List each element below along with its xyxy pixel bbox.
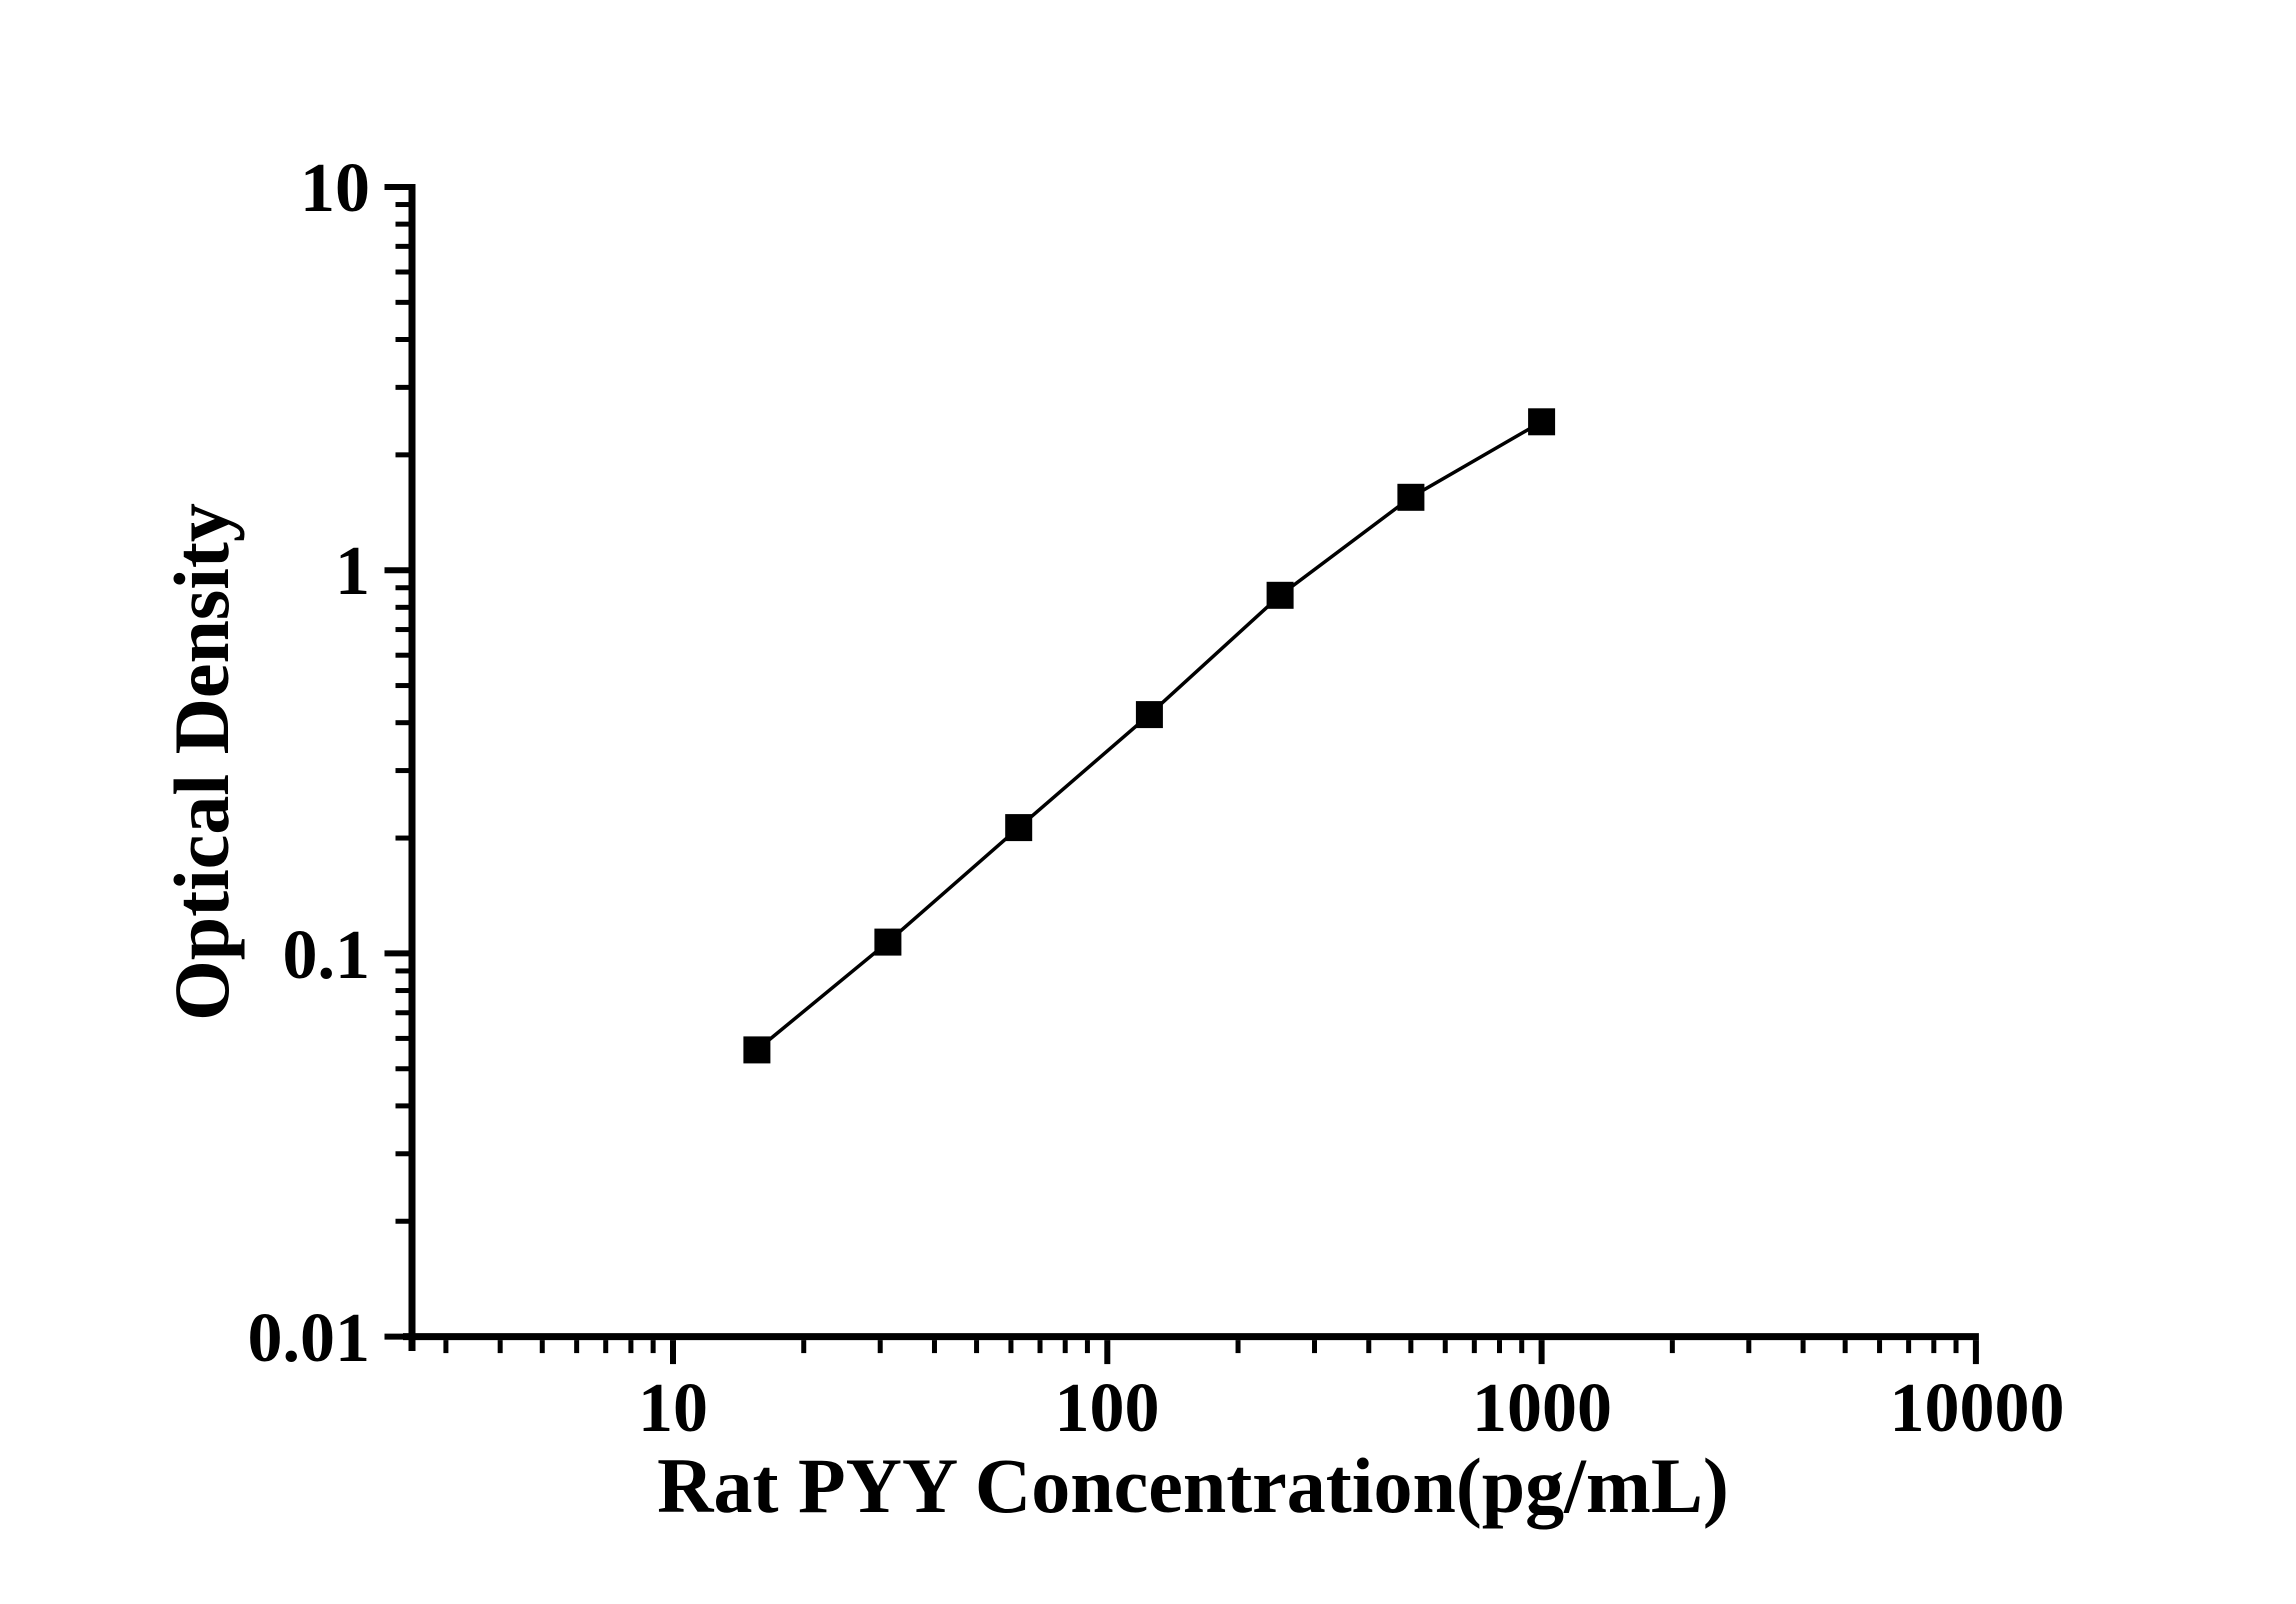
x-tick-label-100: 100 — [1055, 1370, 1160, 1447]
y-tick-label-10: 10 — [300, 150, 370, 227]
x-tick-label-1000: 1000 — [1472, 1370, 1612, 1447]
data-point-marker — [1266, 581, 1294, 609]
data-point-marker — [1005, 814, 1033, 842]
x-tick-label-10: 10 — [638, 1370, 708, 1447]
axes — [384, 184, 1979, 1365]
x-axis-title: Rat PYY Concentration(pg/mL) — [657, 1442, 1729, 1529]
y-tick-label-0.01: 0.01 — [248, 1300, 371, 1377]
x-tick-label-10000: 10000 — [1890, 1370, 2065, 1447]
data-point-marker — [874, 928, 902, 956]
data-point-marker — [1397, 483, 1425, 511]
y-tick-label-1: 1 — [335, 533, 370, 610]
y-tick-label-0.1: 0.1 — [283, 917, 371, 994]
data-point-marker — [1528, 408, 1556, 436]
standard-curve-line — [755, 420, 1543, 1052]
data-series — [743, 408, 1556, 1064]
x-axis-tick-labels: 10 100 1000 10000 — [638, 1370, 2065, 1447]
data-point-marker — [1135, 701, 1163, 729]
y-axis-tick-labels: 10 1 0.1 0.01 — [248, 150, 371, 1377]
y-axis-title: Optical Density — [158, 503, 245, 1021]
data-point-marker — [743, 1036, 771, 1064]
